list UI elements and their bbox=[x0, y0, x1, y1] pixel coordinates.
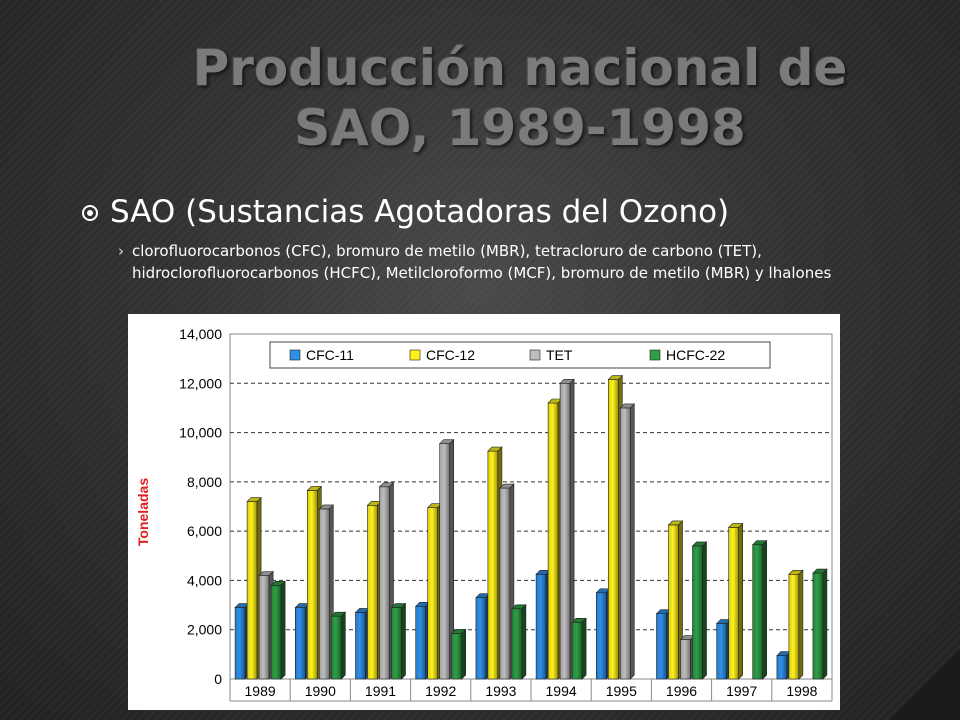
corner-decoration bbox=[890, 650, 960, 720]
legend-item: HCFC-22 bbox=[649, 347, 725, 363]
legend-label: CFC-11 bbox=[306, 347, 354, 363]
y-tick-label: 8,000 bbox=[187, 474, 222, 490]
bar bbox=[270, 580, 286, 680]
bar bbox=[727, 522, 744, 680]
x-tick-label: 1996 bbox=[666, 683, 697, 699]
y-tick-label: 14,000 bbox=[179, 326, 222, 342]
x-tick-label: 1993 bbox=[485, 683, 516, 699]
legend-swatch bbox=[649, 349, 661, 361]
y-axis-label: Toneladas bbox=[135, 478, 151, 546]
y-tick-label: 10,000 bbox=[179, 425, 222, 441]
bar bbox=[390, 602, 407, 680]
x-tick-label: 1995 bbox=[606, 683, 637, 699]
bullet-item: SAO (Sustancias Agotadoras del Ozono) bbox=[82, 190, 729, 234]
bar bbox=[571, 617, 587, 680]
legend-swatch bbox=[529, 349, 541, 361]
bar bbox=[438, 438, 455, 680]
x-tick-label: 1998 bbox=[786, 683, 817, 699]
x-tick-label: 1991 bbox=[365, 683, 396, 699]
bar bbox=[511, 604, 527, 680]
bar bbox=[691, 541, 708, 680]
sub-bullet-text: clorofluorocarbonos (CFC), bromuro de me… bbox=[131, 242, 832, 282]
legend-item: TET bbox=[529, 347, 573, 363]
y-tick-label: 4,000 bbox=[187, 572, 222, 588]
x-tick-label: 1994 bbox=[546, 683, 577, 699]
x-tick-label: 1997 bbox=[726, 683, 757, 699]
y-tick-label: 0 bbox=[214, 671, 222, 687]
bar bbox=[330, 611, 347, 680]
legend-item: CFC-12 bbox=[409, 347, 475, 363]
bar-chart: 0 2,000 4,000 6,000 8,000 10,000 12,000 14,000 1… bbox=[135, 326, 833, 702]
legend-box bbox=[269, 341, 771, 369]
x-tick-label: 1990 bbox=[305, 683, 336, 699]
legend-item: CFC-11 bbox=[289, 347, 354, 363]
x-tick-label: 1989 bbox=[245, 683, 276, 699]
y-tick-label: 2,000 bbox=[187, 622, 222, 638]
bar bbox=[450, 628, 467, 680]
slide-title: Producción nacional de SAO, 1989-1998 bbox=[192, 39, 848, 157]
y-tick-label: 12,000 bbox=[179, 375, 222, 391]
legend-label: HCFC-22 bbox=[666, 347, 725, 363]
x-tick-label: 1992 bbox=[425, 683, 456, 699]
bar bbox=[788, 569, 804, 680]
y-tick-label: 6,000 bbox=[187, 523, 222, 539]
bullet-text: SAO (Sustancias Agotadoras del Ozono) bbox=[110, 194, 730, 230]
circle-bullet-icon bbox=[82, 205, 98, 221]
bar bbox=[619, 403, 636, 680]
legend-label: TET bbox=[546, 347, 573, 363]
chevron-right-icon: › bbox=[118, 242, 124, 260]
bar bbox=[812, 568, 828, 680]
legend-swatch bbox=[289, 349, 301, 361]
chart-panel: 0 2,000 4,000 6,000 8,000 10,000 12,000 14,000 1… bbox=[128, 314, 840, 710]
legend-swatch bbox=[409, 349, 421, 361]
legend-label: CFC-12 bbox=[426, 347, 475, 363]
bar bbox=[751, 539, 768, 680]
sub-bullet-item: › clorofluorocarbonos (CFC), bromuro de … bbox=[118, 240, 908, 284]
